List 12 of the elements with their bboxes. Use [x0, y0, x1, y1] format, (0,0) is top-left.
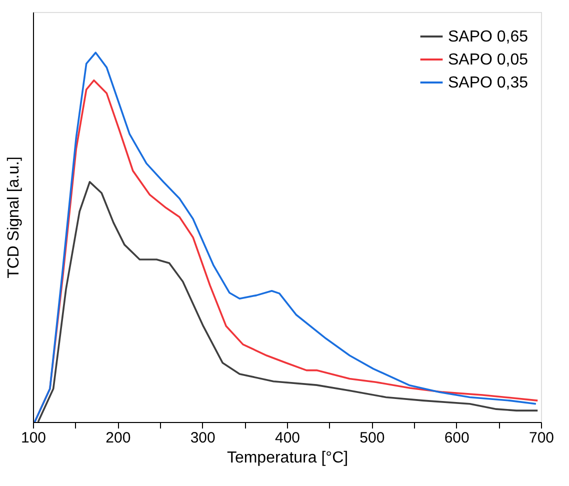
x-tick-label: 300 [190, 430, 216, 446]
x-tick-label: 200 [106, 430, 131, 446]
y-axis-title: TCD Signal [a.u.] [6, 156, 22, 278]
x-tick-label: 700 [528, 430, 554, 446]
x-tick-label: 500 [360, 430, 385, 446]
x-axis-title: Temperatura [°C] [226, 450, 348, 466]
legend-label: SAPO 0,05 [448, 52, 528, 68]
x-tick-label: 100 [20, 430, 46, 446]
x-tick-label: 600 [444, 430, 470, 446]
legend-label: SAPO 0,65 [448, 28, 528, 46]
x-tick-label: 400 [274, 430, 300, 446]
legend-label: SAPO 0,35 [448, 74, 528, 92]
